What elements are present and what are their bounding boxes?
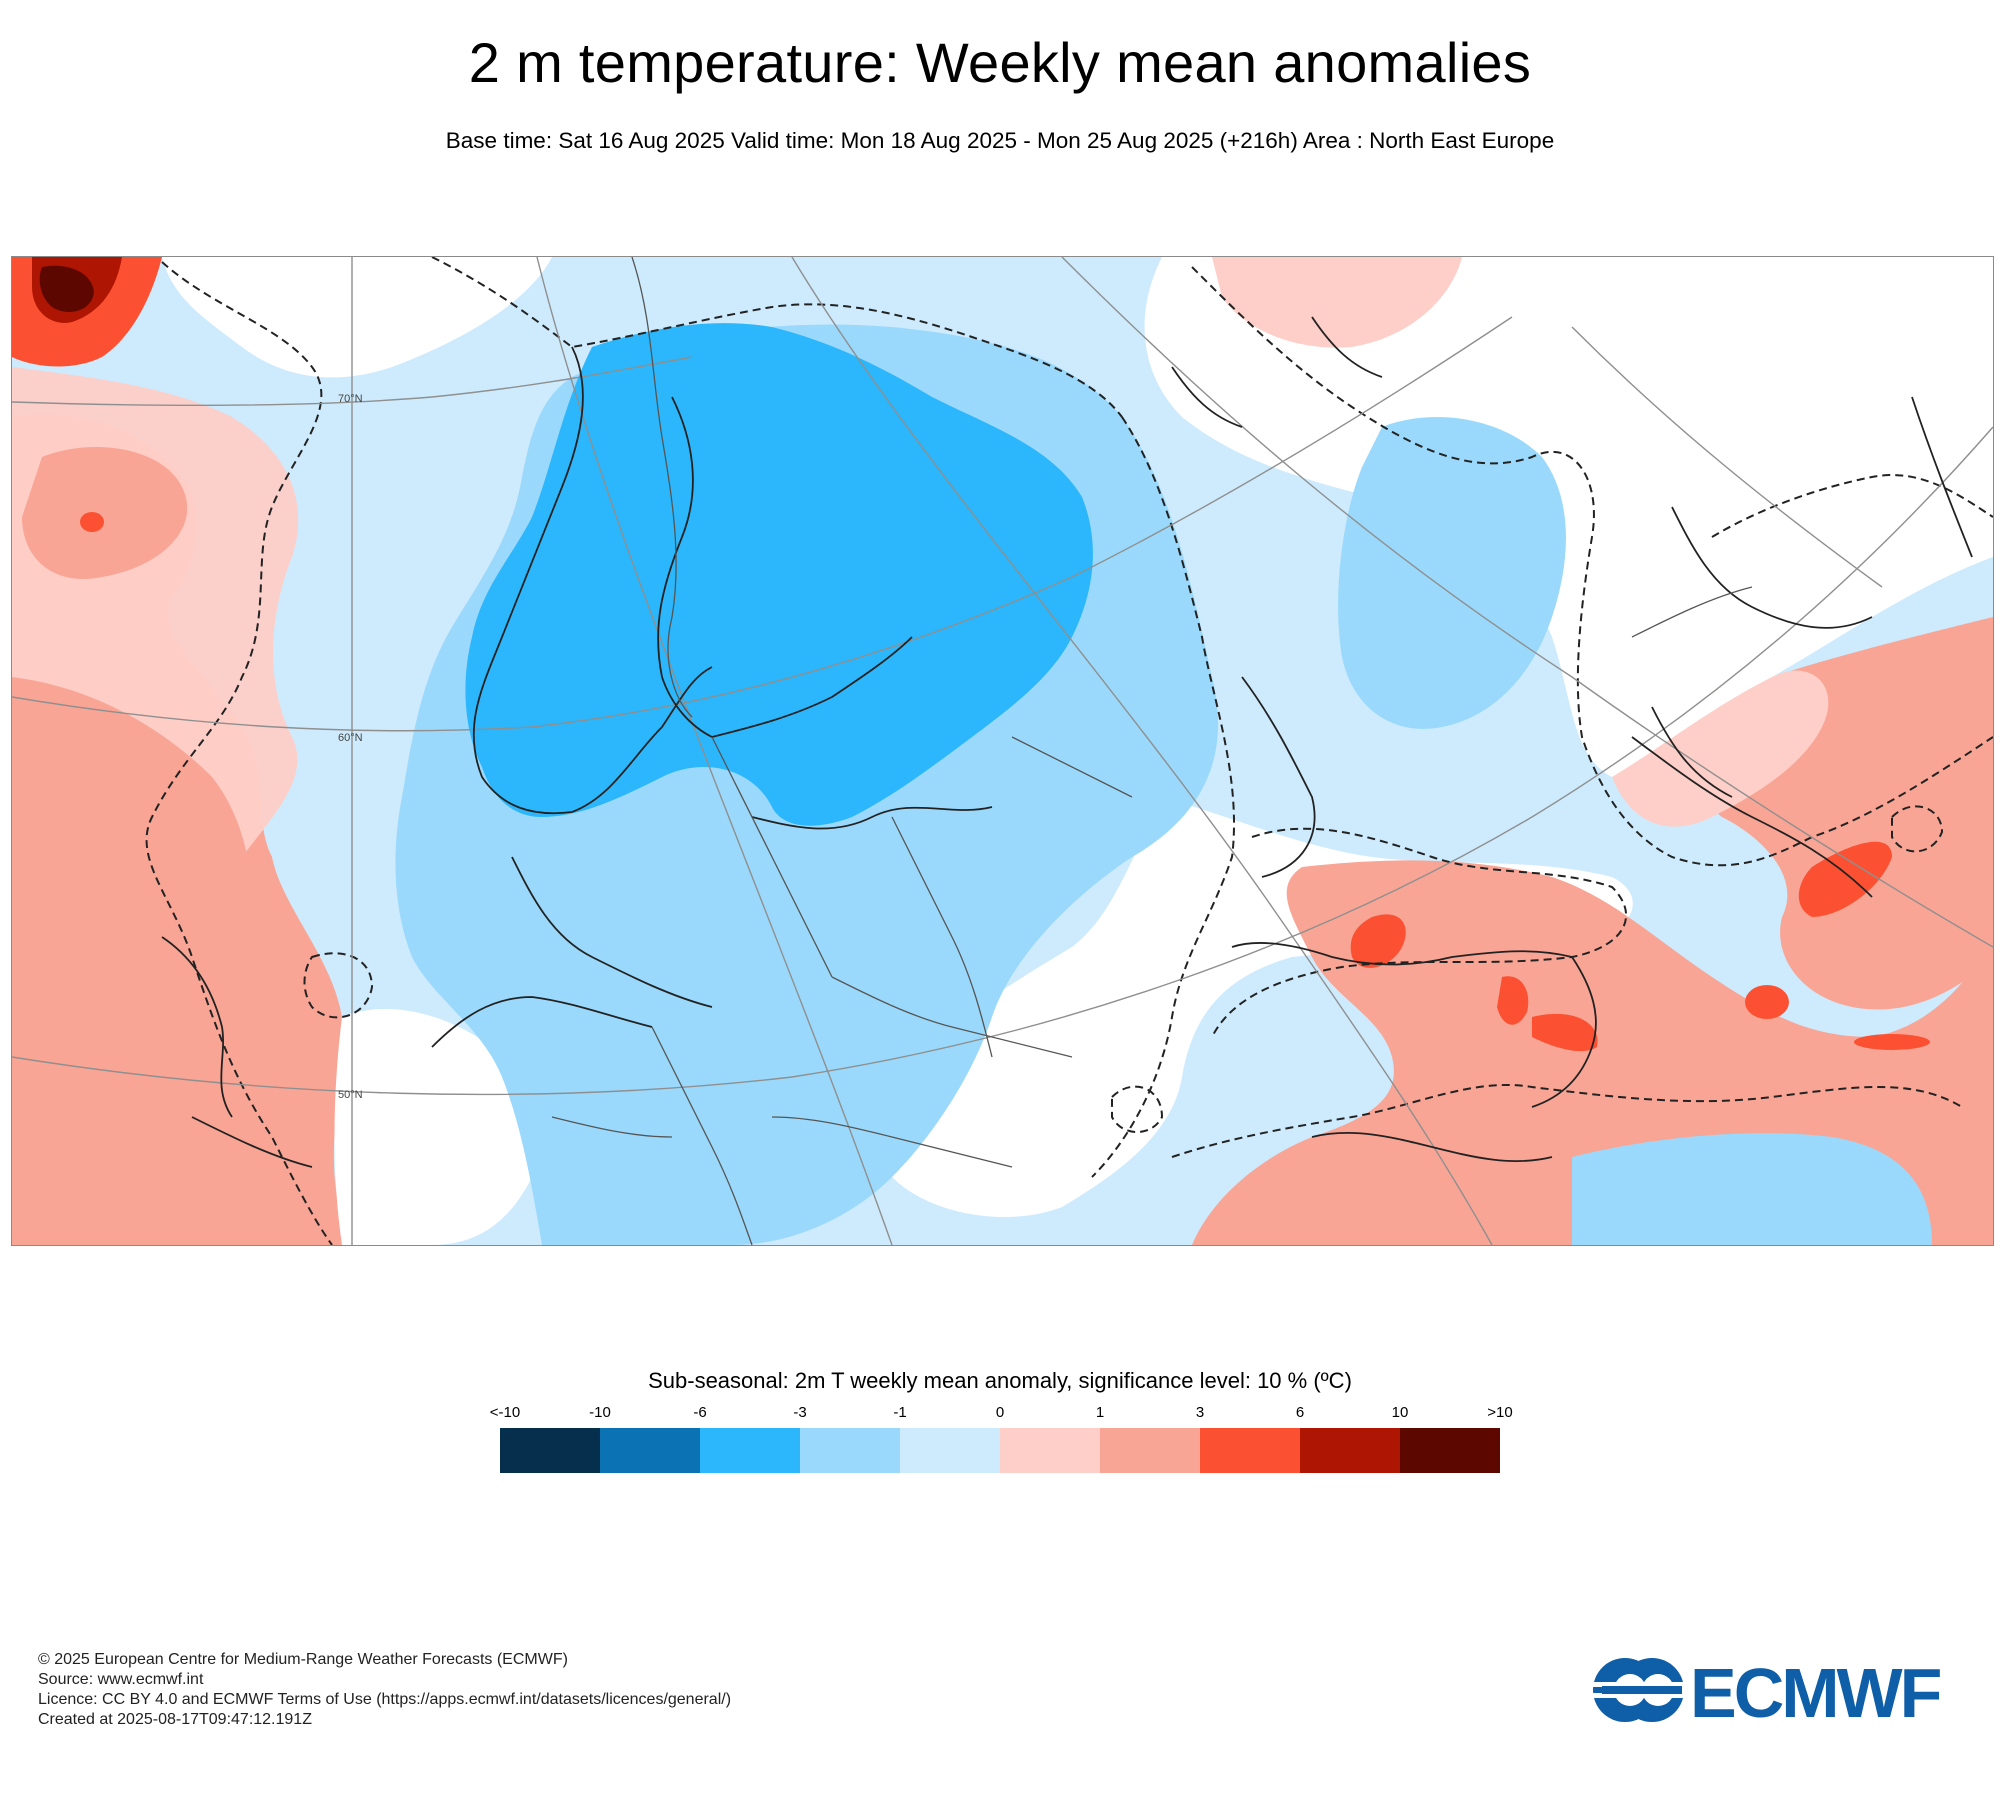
legend-tick-label: 1 — [1095, 1404, 1105, 1421]
neutral-region-northwest — [162, 257, 552, 378]
legend-tick-label: -10 — [589, 1404, 611, 1421]
legend-tick-labels: <-10 -10 -6 -3 -1 0 1 3 6 10 >10 — [0, 1404, 2000, 1424]
warm-region-iceland — [22, 447, 188, 579]
footer-licence: Licence: CC BY 4.0 and ECMWF Terms of Us… — [38, 1691, 732, 1708]
legend-color-bin — [1200, 1428, 1300, 1473]
graticule-label-70n: 70°N — [338, 393, 363, 405]
hot-spot-east-3 — [1854, 1034, 1930, 1050]
ecmwf-logo-icon — [1590, 1658, 1690, 1722]
legend-tick-label: >10 — [1487, 1404, 1513, 1421]
graticule — [12, 257, 1993, 1245]
footer-source: Source: www.ecmwf.int — [38, 1671, 204, 1688]
footer: © 2025 European Centre for Medium-Range … — [38, 1650, 731, 1730]
warm-region-southwest — [12, 677, 332, 1245]
legend-color-bin — [700, 1428, 800, 1473]
legend-tick-label: 3 — [1195, 1404, 1205, 1421]
ecmwf-logo-text: ECMWF — [1690, 1654, 1942, 1732]
legend-tick-label: -1 — [893, 1404, 907, 1421]
footer-created: Created at 2025-08-17T09:47:12.191Z — [38, 1711, 312, 1728]
neutral-region-southwest — [334, 1008, 540, 1245]
legend-tick-label: 0 — [995, 1404, 1005, 1421]
legend-color-bin — [1400, 1428, 1500, 1473]
legend-tick-label: -6 — [693, 1404, 707, 1421]
weak-warm-region-east — [1612, 670, 1829, 827]
legend-tick-label: 10 — [1391, 1404, 1409, 1421]
country-borders — [551, 257, 1753, 1245]
legend-tick-label: <-10 — [489, 1404, 521, 1421]
hot-spot-turkey-3 — [1532, 1013, 1598, 1052]
legend-color-bin — [1000, 1428, 1100, 1473]
coastlines — [161, 316, 1973, 1168]
legend-color-bin — [500, 1428, 600, 1473]
hot-spot-east-1 — [1798, 841, 1892, 917]
extreme-hot-spot-greenland — [39, 265, 94, 312]
legend-color-bin — [900, 1428, 1000, 1473]
hot-spot-iceland — [80, 512, 104, 532]
cold-region-southeast — [1572, 1133, 1932, 1245]
cold-region-east — [1338, 417, 1566, 729]
graticule-label-60n: 60°N — [338, 732, 363, 744]
legend-color-bin — [1300, 1428, 1400, 1473]
chart-title: 2 m temperature: Weekly mean anomalies — [468, 31, 1532, 94]
strong-cold-region-scandinavia — [465, 323, 1093, 826]
anomaly-map: 70°N 60°N 50°N — [11, 256, 1994, 1246]
legend-title: Sub-seasonal: 2m T weekly mean anomaly, … — [648, 1368, 1352, 1393]
legend-color-bin — [1100, 1428, 1200, 1473]
chart-subtitle: Base time: Sat 16 Aug 2025 Valid time: M… — [445, 128, 1555, 153]
legend-tick-label: 6 — [1295, 1404, 1305, 1421]
neutral-region-northeast — [1144, 257, 1993, 777]
hot-spot-turkey-2 — [1497, 976, 1529, 1025]
weak-warm-region-arctic — [1212, 257, 1462, 348]
legend-color-bar — [500, 1428, 1500, 1473]
ecmwf-logo: ECMWF — [1590, 1654, 1965, 1732]
legend-color-bin — [600, 1428, 700, 1473]
footer-copyright: © 2025 European Centre for Medium-Range … — [38, 1651, 568, 1668]
legend-color-bin — [800, 1428, 900, 1473]
hot-spot-east-2 — [1745, 985, 1789, 1019]
legend-tick-label: -3 — [793, 1404, 807, 1421]
hot-spot-turkey-1 — [1350, 914, 1406, 968]
map-canvas: 70°N 60°N 50°N — [12, 257, 1993, 1245]
graticule-label-50n: 50°N — [338, 1089, 363, 1101]
